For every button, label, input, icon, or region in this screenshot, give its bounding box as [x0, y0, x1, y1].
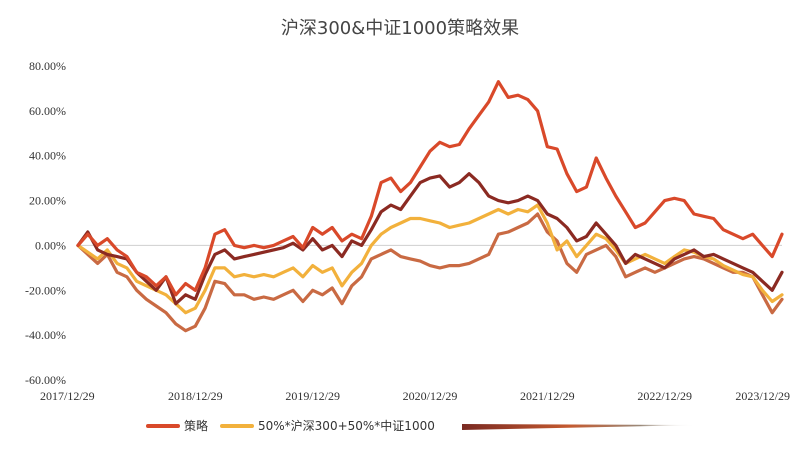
- x-tick-label: 2017/12/29: [40, 389, 95, 403]
- y-tick-label: -20.00%: [25, 283, 66, 297]
- y-tick-label: -60.00%: [25, 373, 66, 387]
- series-benchmark-line: [76, 203, 784, 315]
- series-layer: [76, 80, 784, 333]
- x-tick-label: 2022/12/29: [637, 389, 692, 403]
- y-tick-label: -40.00%: [25, 328, 66, 342]
- x-tick-label: 2018/12/29: [168, 389, 223, 403]
- series-strategy-line: [76, 80, 784, 297]
- x-tick-label: 2021/12/29: [520, 389, 575, 403]
- y-tick-label: 0.00%: [35, 238, 66, 252]
- x-axis: 2017/12/29 2018/12/29 2019/12/29 2020/12/29…: [40, 389, 790, 403]
- y-axis: 80.00% 60.00% 40.00% 20.00% 0.00% -20.00% -40.…: [25, 59, 66, 387]
- x-tick-label: 2019/12/29: [285, 389, 340, 403]
- legend-label-strategy: 策略: [184, 418, 208, 433]
- legend-swatch-series-3: [462, 424, 700, 430]
- legend: 策略 50%*沪深300+50%*中证1000: [146, 418, 700, 433]
- x-tick-label: 2023/12/29: [735, 389, 790, 403]
- series-4-line: [76, 212, 784, 333]
- x-tick-label: 2020/12/29: [403, 389, 458, 403]
- chart-title: 沪深300&中证1000策略效果: [281, 18, 519, 39]
- series-3-line: [76, 172, 784, 306]
- y-tick-label: 80.00%: [29, 59, 66, 73]
- y-tick-label: 60.00%: [29, 104, 66, 118]
- legend-label-benchmark: 50%*沪深300+50%*中证1000: [258, 418, 435, 433]
- y-tick-label: 40.00%: [29, 149, 66, 163]
- y-tick-label: 20.00%: [29, 194, 66, 208]
